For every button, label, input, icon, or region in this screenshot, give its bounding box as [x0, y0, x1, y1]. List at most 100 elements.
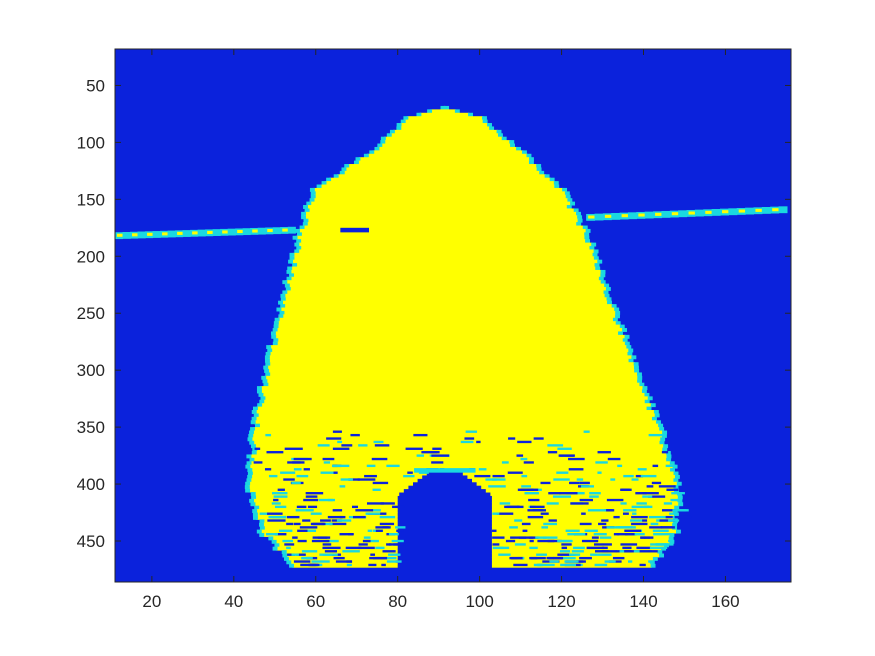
fringe-right-314	[642, 386, 648, 391]
speckle-168	[631, 505, 650, 509]
body-row-404-0	[248, 488, 404, 493]
speckle-54	[501, 461, 509, 464]
fringe-right-71	[454, 109, 460, 114]
speckle-61	[366, 464, 376, 468]
fringe-right-440	[675, 529, 681, 534]
speckle-186	[259, 512, 270, 515]
fringe-left-170	[302, 222, 308, 227]
fringe-right-335	[653, 410, 659, 414]
body-row-149-0	[312, 198, 569, 203]
band-cell-0-3	[137, 231, 146, 239]
fringe-right-326	[644, 399, 650, 404]
body-row-170-0	[306, 222, 578, 227]
speckle-125	[524, 492, 539, 495]
fringe-right-143	[564, 191, 570, 196]
y-tick-label: 400	[77, 475, 105, 494]
fringe-left-404	[245, 488, 251, 493]
speckle-197	[581, 512, 586, 515]
fringe-left-413	[249, 498, 255, 503]
body-row-341-0	[254, 416, 654, 421]
speckle-312	[620, 543, 638, 546]
y-tick-label: 450	[77, 532, 105, 551]
fringe-left-272	[273, 338, 279, 343]
body-row-254-0	[277, 317, 615, 322]
fringe-left-98	[380, 140, 386, 145]
speckle-21	[405, 447, 423, 450]
body-row-167-0	[306, 218, 579, 223]
fringe-left-419	[254, 505, 260, 510]
speckle-43	[568, 457, 585, 461]
fringe-left-449	[271, 539, 277, 544]
speckle-10	[533, 437, 544, 440]
body-row-128-0	[337, 174, 546, 179]
fringe-right-131	[549, 177, 555, 182]
body-row-305-0	[264, 375, 639, 380]
speckle-153	[271, 502, 281, 505]
speckle-75	[556, 471, 569, 474]
fringe-left-407	[250, 492, 256, 496]
band-core-1-4	[621, 214, 629, 218]
fringe-left-365	[250, 444, 256, 449]
band-core-0-6	[162, 232, 169, 236]
speckle-241	[615, 526, 633, 529]
fringe-right-173	[582, 225, 588, 230]
body-row-242-0	[283, 304, 613, 309]
band-cell-1-9	[661, 210, 671, 218]
speckle-218	[659, 519, 676, 522]
speckle-377	[560, 556, 576, 560]
speckle-278	[567, 533, 586, 536]
speckle-233	[286, 522, 294, 526]
fringe-right-98	[509, 140, 515, 145]
body-row-113-0	[358, 157, 531, 162]
speckle-59	[665, 464, 677, 468]
speckle-336	[649, 546, 668, 550]
fringe-left-248	[279, 310, 285, 315]
speckle-142	[670, 498, 679, 502]
speckle-96	[491, 478, 506, 481]
speckle-15	[476, 440, 481, 444]
fringe-left-80	[400, 119, 406, 124]
fringe-left-194	[294, 249, 300, 254]
speckle-97	[485, 478, 497, 481]
fringe-right-146	[565, 194, 571, 199]
band-cell-1-19	[745, 207, 755, 215]
fringe-right-236	[606, 297, 612, 302]
fringe-right-80	[482, 119, 488, 124]
fringe-right-158	[573, 208, 579, 213]
body-row-287-0	[268, 355, 633, 360]
speckle-17	[374, 444, 390, 447]
speckle-98	[283, 478, 295, 481]
speckle-287	[644, 536, 654, 539]
speckle-334	[636, 546, 651, 550]
speckle-391	[311, 560, 330, 563]
band-cell-1-15	[711, 208, 721, 216]
fringe-right-197	[592, 252, 598, 257]
fringe-right-239	[607, 300, 612, 305]
body-row-422-1	[491, 509, 675, 514]
speckle-8	[326, 437, 342, 440]
speckle-159	[540, 505, 545, 509]
speckle-222	[601, 519, 609, 522]
body-row-107-0	[372, 150, 524, 155]
body-row-407-0	[254, 492, 400, 496]
body-row-179-0	[300, 232, 586, 237]
fringe-left-290	[264, 358, 270, 363]
speckle-337	[492, 546, 504, 550]
fringe-right-140	[562, 187, 568, 192]
y-tick-label: 100	[77, 133, 105, 152]
fringe-left-440	[256, 529, 262, 534]
speckle-132	[589, 492, 601, 495]
fringe-right-257	[615, 321, 621, 326]
fringe-left-446	[268, 536, 274, 541]
speckle-206	[327, 515, 343, 519]
speckle-57	[332, 464, 350, 468]
fringe-left-377	[249, 457, 255, 462]
speckle-399	[628, 560, 633, 563]
speckle-305	[581, 539, 599, 543]
body-row-275-0	[276, 341, 627, 346]
speckle-386	[301, 556, 313, 560]
band-cell-0-23	[287, 226, 296, 234]
speckle-30	[421, 451, 438, 454]
speckle-154	[663, 502, 673, 505]
speckle-22	[284, 447, 303, 450]
